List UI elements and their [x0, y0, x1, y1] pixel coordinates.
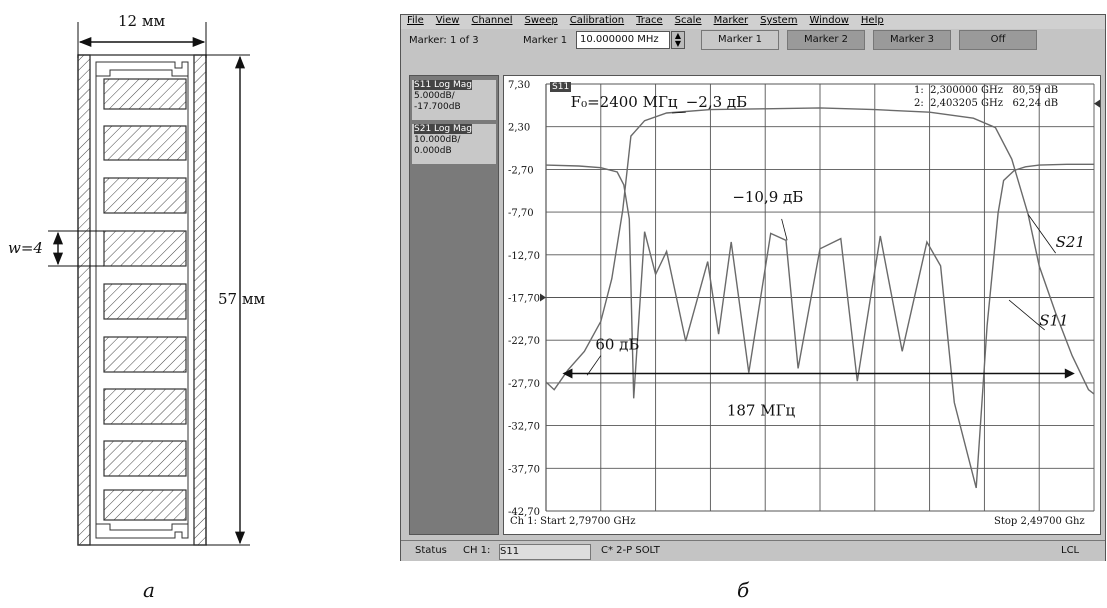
y-tick-label: -27,70: [508, 379, 540, 390]
plot-svg: 7,30 2,30 -2,70 -7,70 -12,70 -17,70 -22,70 -27,…: [508, 80, 1100, 518]
resonator: [103, 177, 187, 214]
marker-stepper[interactable]: ▲ ▼: [671, 31, 685, 49]
resonator: [103, 230, 187, 267]
annotation-bandwidth: 187 МГц: [727, 401, 796, 419]
annotation-f0: F₀=2400 МГц: [571, 93, 678, 111]
leader-line: [586, 355, 602, 376]
resonator: [103, 78, 187, 110]
leader-line: [672, 111, 686, 114]
marker-readout-row: 2: 2,403205 GHz 62,24 dB: [914, 98, 1059, 109]
status-bar: Status CH 1: S11 C* 2-P SOLT LCL: [401, 540, 1105, 561]
bandwidth-arrowhead-left: [562, 368, 573, 379]
caption-b: б: [737, 578, 750, 602]
marker-2-button[interactable]: Marker 2: [787, 30, 865, 50]
housing-left-wall: [77, 54, 91, 546]
menu-bar: File View Channel Sweep Calibration Trace Scal…: [401, 15, 1105, 29]
bottom-coupling-strip: [95, 523, 189, 539]
trace-name: S11 Log Mag: [414, 80, 472, 90]
trace-scale: 10.000dB/: [414, 135, 461, 145]
menu-item[interactable]: Window: [809, 15, 849, 26]
leader-line: [1008, 299, 1045, 331]
trace-name: S21 Log Mag: [414, 124, 472, 134]
series-line: [545, 107, 1095, 395]
y-tick-label: -37,70: [508, 464, 540, 475]
annotation-rejection: 60 дБ: [595, 336, 639, 354]
filter-drawing: [48, 22, 250, 546]
marker-count: Marker: 1 of 3: [409, 35, 479, 46]
marker-1-button[interactable]: Marker 1: [701, 30, 779, 50]
annotation-s21-label: S21: [1056, 233, 1085, 251]
trace-ref: 0.000dB: [414, 146, 452, 156]
menu-item[interactable]: View: [435, 15, 460, 26]
y-tick-label: -22,70: [508, 336, 540, 347]
off-button[interactable]: Off: [959, 30, 1037, 50]
resonator: [103, 336, 187, 373]
housing-right-wall: [193, 54, 207, 546]
marker-3-button[interactable]: Marker 3: [873, 30, 951, 50]
status-lcl: LCL: [1061, 545, 1080, 556]
series-line: [545, 163, 1094, 489]
leader-line: [781, 218, 788, 241]
y-tick-label: 2,30: [508, 123, 530, 134]
y-tick-label: 7,30: [508, 80, 530, 91]
trace-s21-box[interactable]: S21 Log Mag 10.000dB/ 0.000dB: [412, 124, 496, 164]
trace-panel: S11 Log Mag 5.000dB/ -17.700dB S21 Log M…: [409, 75, 499, 535]
caption-a: а: [143, 578, 155, 602]
trace-scale: 5.000dB/: [414, 91, 455, 101]
menu-item[interactable]: System: [760, 15, 798, 26]
menu-item[interactable]: File: [407, 15, 424, 26]
resonator: [103, 388, 187, 425]
menu-item[interactable]: Scale: [674, 15, 702, 26]
y-tick-label: -32,70: [508, 422, 540, 433]
y-tick-label: -12,70: [508, 251, 540, 262]
resonator: [103, 489, 187, 521]
y-tick-label: -7,70: [508, 208, 534, 219]
resonator: [103, 283, 187, 320]
start-label: Ch 1: Start 2,79700 GHz: [510, 516, 636, 527]
status-label: Status: [415, 545, 447, 556]
marker-value-input[interactable]: 10.000000 MHz: [576, 31, 670, 49]
plot-area: 7,30 2,30 -2,70 -7,70 -12,70 -17,70 -22,70 -27,…: [503, 75, 1101, 535]
status-cal: C* 2-P SOLT: [601, 545, 660, 556]
reference-marker-right: [1094, 99, 1100, 108]
y-tick-label: -42,70: [508, 507, 540, 518]
annotation-s11-label: S11: [1039, 312, 1068, 330]
top-coupling-strip: [95, 61, 189, 77]
resonator: [103, 125, 187, 161]
menu-item[interactable]: Sweep: [524, 15, 558, 26]
menu-item[interactable]: Trace: [636, 15, 663, 26]
menu-item[interactable]: Help: [860, 15, 884, 26]
marker-field-label: Marker 1: [523, 35, 568, 46]
analyzer-window: File View Channel Sweep Calibration Trace Scal…: [400, 14, 1106, 561]
marker-readouts: 1: 2,300000 GHz 80,59 dB 2: 2,403205 GHz…: [914, 84, 1058, 110]
housing-outline: [77, 54, 207, 546]
status-channel: CH 1:: [463, 545, 491, 556]
bandwidth-arrowhead-right: [1064, 368, 1075, 379]
menu-item[interactable]: Channel: [471, 15, 513, 26]
menu-item[interactable]: Calibration: [569, 15, 625, 26]
height-label: 57 мм: [218, 290, 266, 308]
y-tick-label: -2,70: [508, 165, 534, 176]
w-label: w=4: [8, 239, 43, 257]
plot-tag: S11: [550, 82, 572, 92]
menu-item[interactable]: Marker: [713, 15, 749, 26]
annotation-ripple: −10,9 дБ: [732, 188, 803, 206]
stop-label: Stop 2,49700 Ghz: [994, 516, 1085, 527]
reference-marker-left: [540, 293, 546, 302]
y-tick-label: -17,70: [508, 294, 540, 305]
width-label: 12 мм: [118, 12, 166, 30]
trace-s11-box[interactable]: S11 Log Mag 5.000dB/ -17.700dB: [412, 80, 496, 120]
leader-line: [1027, 214, 1056, 254]
status-trace[interactable]: S11: [499, 544, 591, 560]
annotation-peak-loss: −2,3 дБ: [686, 93, 747, 111]
trace-ref: -17.700dB: [414, 102, 461, 112]
resonator: [103, 440, 187, 477]
marker-readout-row: 1: 2,300000 GHz 80,59 dB: [914, 85, 1059, 96]
